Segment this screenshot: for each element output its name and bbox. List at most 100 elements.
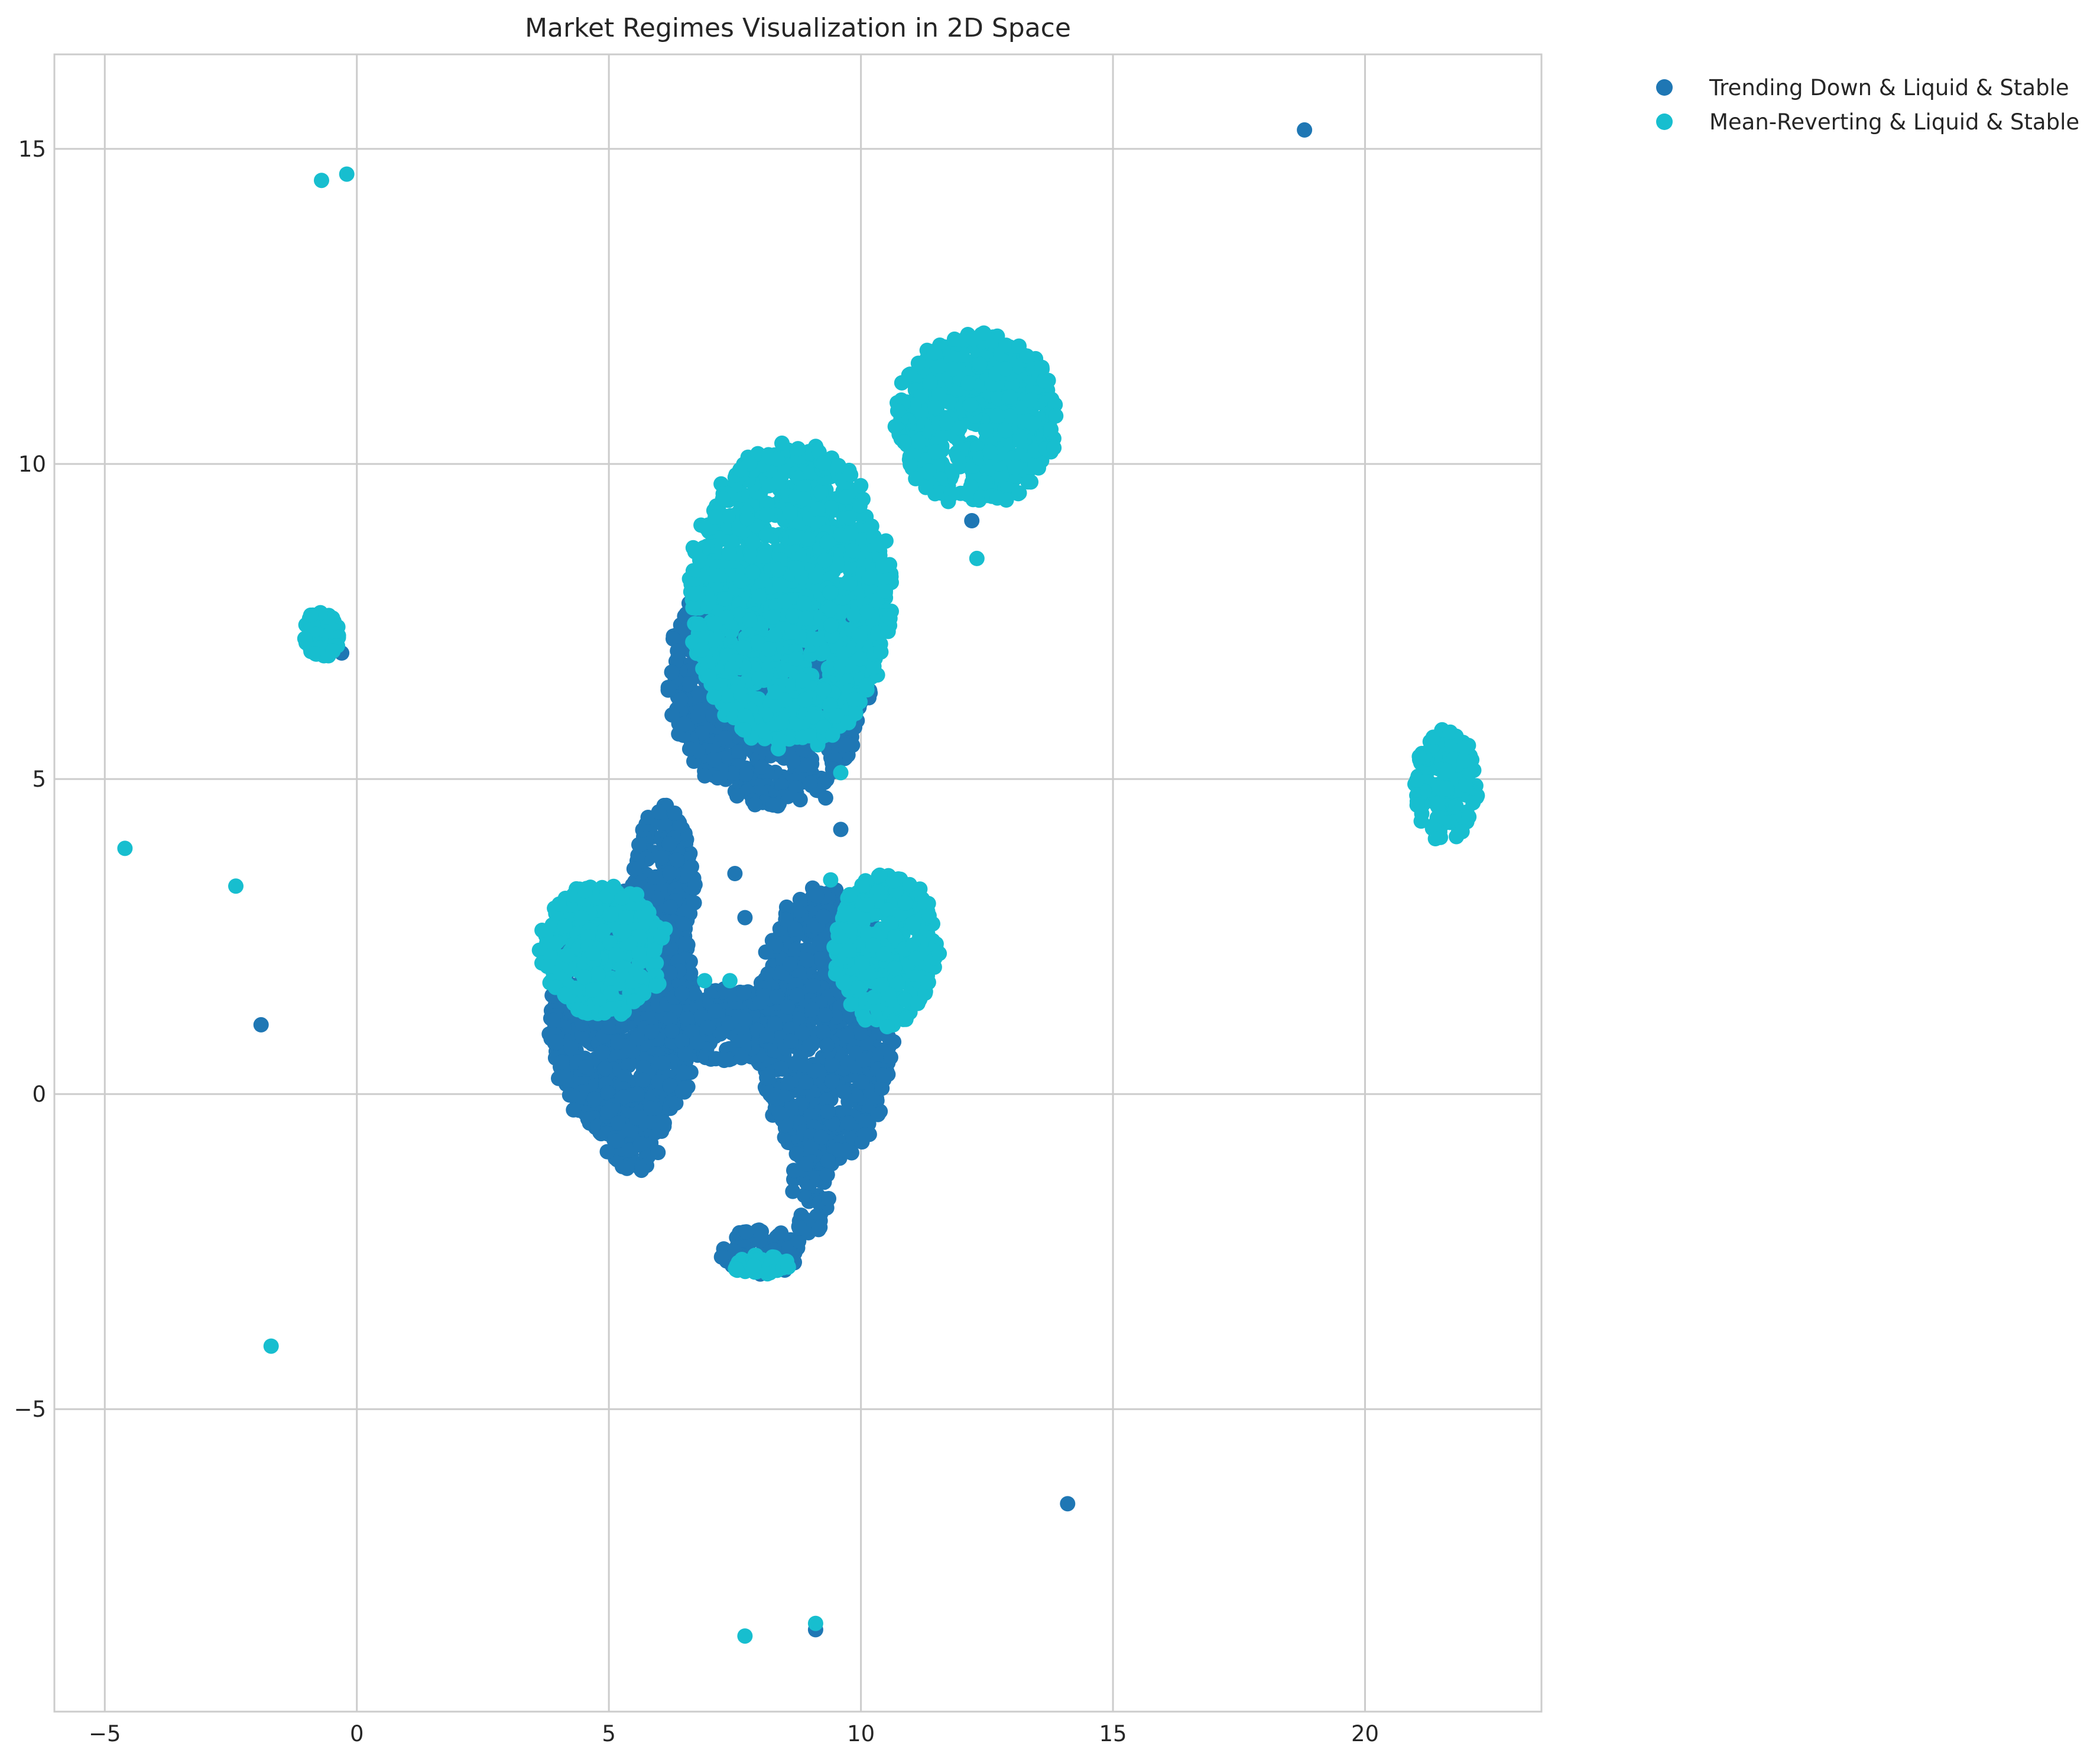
data-point-series-0	[625, 1043, 641, 1059]
x-tick-label: −5	[89, 1721, 121, 1746]
data-point-series-1	[845, 543, 861, 559]
data-point-series-1	[853, 478, 869, 494]
data-point-series-1	[830, 457, 846, 473]
data-point-series-0	[813, 1129, 829, 1145]
data-point-series-0	[610, 1034, 625, 1050]
x-tick-label: 5	[602, 1721, 616, 1746]
data-point-series-0	[707, 1003, 723, 1019]
data-point-series-0	[796, 741, 812, 757]
data-point-series-0	[771, 1105, 787, 1121]
data-point-series-1	[825, 727, 840, 743]
data-point-series-1	[816, 455, 832, 471]
data-point-series-1	[724, 661, 740, 676]
data-point-series-0	[792, 792, 808, 808]
data-point-series-0	[807, 1063, 822, 1079]
data-point-series-1	[709, 568, 725, 583]
data-point-series-0	[817, 1007, 833, 1023]
data-point-series-1	[733, 573, 749, 589]
data-point-series-0	[663, 899, 679, 915]
data-point-series-1	[770, 561, 786, 577]
data-point-series-0	[644, 1024, 660, 1040]
data-point-series-1	[774, 435, 790, 451]
data-point-series-1	[796, 491, 812, 507]
data-point-series-0	[817, 790, 833, 806]
data-point-series-1	[774, 715, 790, 731]
data-point-series-1	[864, 520, 879, 535]
data-point-series-0	[669, 852, 685, 868]
data-point-series-1	[846, 692, 862, 707]
data-point-series-1	[719, 609, 735, 625]
data-point-series-1	[756, 548, 772, 564]
data-point-series-1	[758, 528, 774, 544]
data-point-series-1	[859, 677, 875, 693]
data-point-series-0	[629, 1086, 645, 1102]
data-point-series-0	[679, 936, 694, 952]
data-point-series-0	[1060, 1496, 1076, 1512]
data-point-series-0	[697, 768, 713, 784]
data-point-series-0	[676, 1064, 692, 1080]
data-point-series-0	[732, 1034, 748, 1050]
data-point-series-0	[679, 1011, 695, 1027]
data-point-series-0	[705, 707, 721, 723]
data-point-series-0	[656, 1115, 672, 1131]
data-point-series-1	[788, 651, 804, 667]
data-point-series-0	[631, 837, 647, 853]
data-point-series-0	[599, 1144, 615, 1160]
data-point-series-0	[616, 1089, 632, 1105]
data-point-series-0	[758, 944, 774, 960]
data-point-series-1	[777, 593, 793, 609]
data-point-series-0	[738, 1224, 754, 1240]
data-point-series-1	[823, 500, 839, 515]
data-point-series-1	[882, 557, 898, 573]
data-point-series-1	[761, 641, 777, 657]
data-point-series-1	[717, 591, 733, 607]
data-point-series-0	[686, 895, 702, 911]
data-point-series-0	[626, 861, 642, 877]
data-point-series-1	[813, 484, 829, 500]
data-point-series-0	[664, 707, 680, 723]
data-point-series-1	[770, 451, 786, 467]
data-point-series-0	[684, 859, 699, 875]
data-point-series-0	[651, 804, 667, 820]
data-point-series-0	[769, 989, 785, 1005]
data-point-series-0	[788, 780, 804, 796]
data-point-series-0	[824, 1057, 839, 1073]
data-point-series-0	[785, 754, 801, 770]
data-point-series-0	[836, 1084, 852, 1100]
data-point-series-1	[798, 610, 814, 626]
data-point-series-0	[791, 1220, 807, 1236]
x-tick-label: 15	[1099, 1721, 1127, 1746]
data-point-series-0	[713, 1249, 729, 1265]
y-tick-label: −5	[14, 1397, 46, 1422]
data-point-series-0	[840, 1115, 856, 1131]
data-point-series-0	[586, 1091, 602, 1106]
data-point-series-0	[648, 869, 664, 885]
data-point-series-0	[759, 1027, 775, 1043]
data-point-series-0	[821, 1191, 836, 1206]
plot-area	[53, 53, 1543, 1713]
data-point-series-0	[546, 1012, 561, 1028]
data-point-series-0	[655, 1055, 671, 1071]
data-point-series-0	[786, 1163, 801, 1179]
data-point-series-0	[676, 716, 692, 732]
data-point-series-0	[677, 1080, 693, 1096]
data-point-series-1	[852, 628, 868, 644]
data-point-series-0	[819, 1037, 835, 1053]
data-point-series-0	[875, 1067, 891, 1083]
data-point-series-0	[778, 911, 794, 927]
data-point-series-1	[751, 671, 767, 687]
data-point-series-1	[797, 692, 813, 708]
data-point-series-0	[816, 908, 832, 924]
data-point-series-1	[842, 510, 857, 526]
data-point-series-0	[820, 1104, 836, 1120]
data-point-series-1	[848, 706, 864, 721]
data-point-series-1	[736, 639, 752, 655]
data-point-series-0	[563, 1040, 579, 1056]
data-point-series-1	[819, 534, 835, 550]
data-point-series-1	[759, 507, 775, 522]
data-point-series-0	[578, 1059, 594, 1075]
x-tick-label: 20	[1351, 1721, 1379, 1746]
data-point-series-1	[742, 612, 758, 628]
